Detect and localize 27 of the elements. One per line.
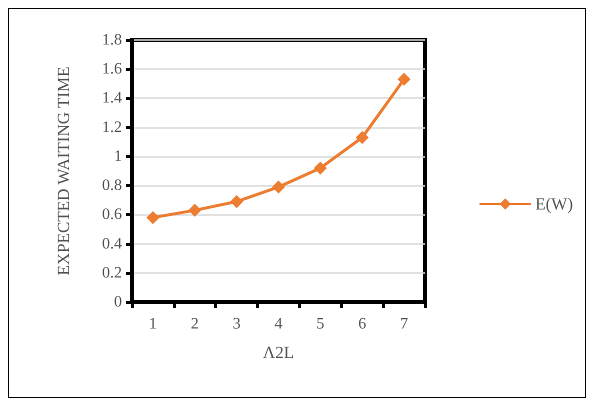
point bbox=[398, 72, 411, 86]
y-tick-label: 0.8 bbox=[102, 177, 122, 194]
point bbox=[314, 162, 327, 175]
legend-label: E(W) bbox=[535, 194, 574, 214]
point bbox=[146, 211, 160, 224]
x-tick-label: 1 bbox=[148, 316, 157, 332]
y-tick-label: 1.2 bbox=[102, 118, 122, 136]
x-tick-label: 7 bbox=[400, 316, 408, 332]
x-axis-title: Λ2L bbox=[262, 343, 294, 362]
x-tick-label: 2 bbox=[190, 316, 199, 332]
y-tick-label: 0 bbox=[114, 294, 122, 310]
point bbox=[272, 180, 285, 194]
y-axis-title: EXPECTED WAITING TIME bbox=[54, 66, 73, 276]
x-tick-label: 4 bbox=[274, 316, 282, 332]
x-tick-label: 5 bbox=[316, 316, 324, 332]
y-tick-label: 0.4 bbox=[102, 235, 122, 252]
y-tick-label: 1.4 bbox=[102, 90, 122, 107]
x-tick-label: 6 bbox=[358, 316, 366, 332]
y-tick-label: 0.2 bbox=[102, 264, 122, 282]
point bbox=[230, 195, 244, 208]
y-tick-label: 1.6 bbox=[102, 60, 122, 78]
y-tick-label: 1 bbox=[114, 148, 122, 165]
x-tick-label: 3 bbox=[232, 316, 241, 332]
point bbox=[188, 204, 202, 217]
y-tick-label: 1.8 bbox=[102, 32, 122, 48]
point bbox=[356, 131, 369, 144]
y-tick-label: 0.6 bbox=[102, 206, 122, 224]
